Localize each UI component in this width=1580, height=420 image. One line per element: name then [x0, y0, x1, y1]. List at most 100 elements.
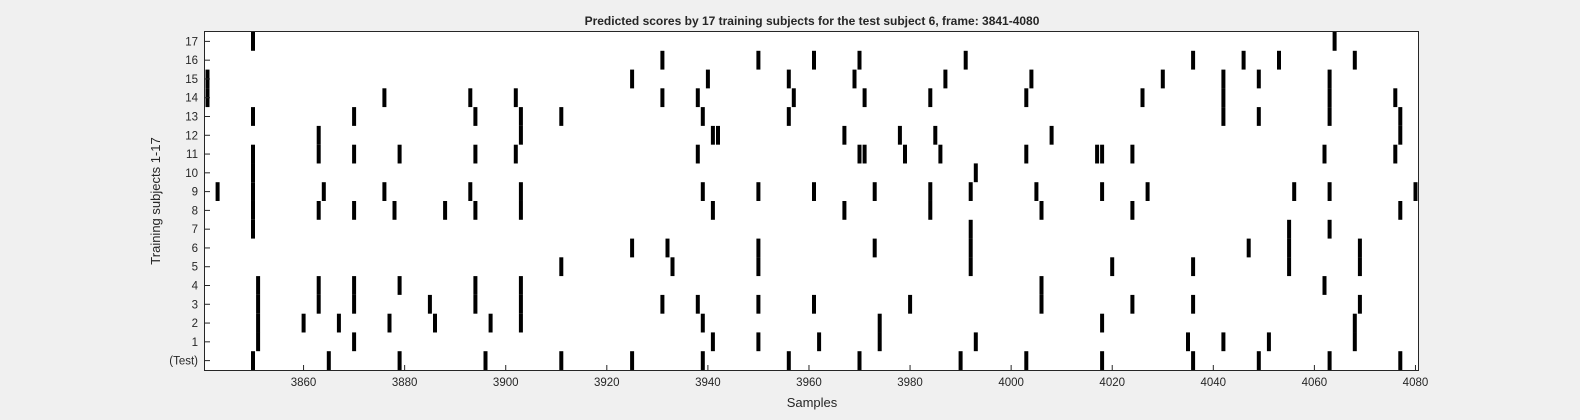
- score-mark: [256, 276, 261, 295]
- y-tick-label: 12: [185, 130, 198, 142]
- x-tick-label: 3920: [594, 377, 620, 389]
- score-mark: [786, 351, 791, 370]
- score-mark: [1186, 332, 1190, 352]
- score-mark: [842, 125, 847, 145]
- score-mark: [1241, 50, 1246, 70]
- score-mark: [518, 276, 523, 295]
- score-mark: [958, 351, 963, 370]
- score-mark: [518, 294, 523, 314]
- score-mark: [352, 201, 357, 220]
- score-mark: [928, 88, 933, 108]
- score-mark: [1327, 219, 1332, 239]
- score-mark: [473, 144, 478, 164]
- score-mark: [1100, 144, 1105, 164]
- score-mark: [756, 332, 761, 352]
- score-mark: [1100, 351, 1105, 370]
- score-mark: [1327, 351, 1332, 370]
- score-mark: [513, 144, 518, 164]
- score-mark: [630, 351, 635, 370]
- score-mark: [251, 107, 255, 126]
- y-tick-label: 7: [192, 224, 198, 236]
- x-tick-label: 4020: [1099, 377, 1125, 389]
- x-tick-label: 3940: [695, 377, 721, 389]
- score-mark: [473, 201, 478, 220]
- score-mark: [812, 182, 816, 201]
- score-mark: [1327, 69, 1332, 89]
- score-mark: [1191, 257, 1196, 277]
- y-tick-label: 11: [186, 149, 198, 161]
- score-mark: [1327, 107, 1332, 126]
- score-mark: [1287, 238, 1292, 258]
- score-mark: [1413, 182, 1418, 201]
- score-mark: [256, 313, 261, 333]
- score-mark: [251, 182, 255, 201]
- score-mark: [1191, 50, 1196, 70]
- score-mark: [1100, 182, 1105, 201]
- score-mark: [316, 125, 321, 145]
- score-mark: [559, 351, 564, 370]
- score-mark: [326, 351, 331, 370]
- score-mark: [862, 88, 867, 108]
- score-mark: [973, 163, 978, 183]
- y-tick-label: 5: [192, 262, 198, 274]
- score-mark: [321, 182, 326, 201]
- y-tick-label: 8: [192, 205, 198, 217]
- score-mark: [427, 294, 432, 314]
- score-mark: [488, 313, 493, 333]
- score-mark: [756, 182, 761, 201]
- score-mark: [903, 144, 907, 164]
- score-mark: [256, 294, 261, 314]
- score-mark: [468, 182, 473, 201]
- score-mark: [1100, 313, 1105, 333]
- score-mark: [786, 69, 791, 89]
- score-mark: [397, 276, 402, 295]
- score-mark: [862, 144, 867, 164]
- score-mark: [938, 144, 943, 164]
- score-mark: [756, 50, 761, 70]
- score-mark: [1191, 351, 1196, 370]
- score-mark: [933, 125, 938, 145]
- score-mark: [710, 332, 715, 352]
- score-mark: [468, 88, 473, 108]
- score-mark: [1039, 276, 1044, 295]
- score-mark: [1327, 182, 1332, 201]
- score-mark: [700, 313, 705, 333]
- score-mark: [872, 238, 877, 258]
- score-mark: [700, 107, 705, 126]
- x-tick-label: 3960: [796, 377, 822, 389]
- score-mark: [518, 125, 523, 145]
- score-mark: [857, 50, 862, 70]
- score-mark: [1352, 50, 1357, 70]
- score-mark: [518, 182, 523, 201]
- score-mark: [1221, 88, 1226, 108]
- score-mark: [1130, 294, 1135, 314]
- score-mark: [1327, 88, 1332, 108]
- score-mark: [700, 182, 705, 201]
- score-mark: [1034, 182, 1039, 201]
- score-mark: [968, 182, 973, 201]
- score-mark: [756, 294, 761, 314]
- score-mark: [1292, 182, 1297, 201]
- score-mark: [1145, 182, 1150, 201]
- score-mark: [473, 294, 478, 314]
- score-mark: [812, 50, 816, 70]
- y-tick-label: 6: [192, 243, 198, 255]
- score-mark: [215, 182, 220, 201]
- score-mark: [1393, 88, 1398, 108]
- x-tick-label: 4060: [1302, 377, 1328, 389]
- y-tick-label: 3: [192, 299, 198, 311]
- score-mark: [1039, 201, 1044, 220]
- score-mark: [710, 201, 715, 220]
- score-mark: [897, 125, 902, 145]
- score-mark: [695, 88, 700, 108]
- score-mark: [1110, 257, 1115, 277]
- score-mark: [352, 294, 357, 314]
- score-mark: [630, 69, 635, 89]
- score-mark: [382, 88, 387, 108]
- score-mark: [1357, 257, 1362, 277]
- x-tick-label: 4000: [998, 377, 1024, 389]
- score-mark: [483, 351, 488, 370]
- score-mark: [1024, 144, 1029, 164]
- score-mark: [1221, 69, 1226, 89]
- score-mark: [251, 144, 255, 164]
